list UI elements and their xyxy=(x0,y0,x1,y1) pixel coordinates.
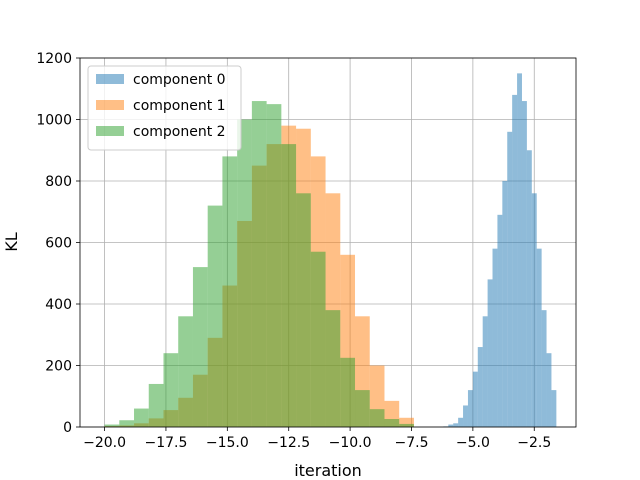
series-2-bars xyxy=(104,101,414,428)
histogram-bar xyxy=(399,423,414,427)
histogram-bar xyxy=(148,383,164,427)
histogram-bar xyxy=(526,150,532,427)
histogram-bar xyxy=(178,316,193,427)
histogram-bar xyxy=(207,205,223,427)
x-tick-label: −15.0 xyxy=(206,435,249,451)
histogram-bar xyxy=(467,390,473,427)
histogram-bar xyxy=(281,144,297,427)
legend: component 0 component 1 component 2 xyxy=(87,65,242,151)
series-0-bars xyxy=(443,73,557,428)
x-tick-label: −10.0 xyxy=(329,435,372,451)
histogram-bar xyxy=(492,248,498,427)
histogram-bar xyxy=(458,417,464,427)
histogram-bar xyxy=(296,193,311,427)
y-axis-label: KL xyxy=(2,232,21,251)
histogram-bar xyxy=(487,279,493,427)
x-axis: −20.0 −17.5 −15.0 −12.5 −10.0 −7.5 −5.0 −2.5 xyxy=(83,427,551,451)
histogram-bar xyxy=(536,248,542,427)
histogram-bar xyxy=(472,371,478,427)
histogram-bar xyxy=(222,156,238,427)
histogram-bar xyxy=(502,181,508,427)
legend-label: component 2 xyxy=(133,124,226,140)
histogram-bar xyxy=(399,417,414,427)
y-tick-label: 800 xyxy=(45,174,72,190)
histogram-bar xyxy=(497,214,503,427)
histogram-bar xyxy=(477,347,483,427)
x-axis-label: iteration xyxy=(294,461,362,480)
histogram-bar xyxy=(507,131,513,428)
legend-label: component 1 xyxy=(133,98,226,114)
histogram-bar xyxy=(134,408,149,427)
x-tick-label: −12.5 xyxy=(267,435,310,451)
histogram-bar xyxy=(448,424,454,427)
y-tick-label: 200 xyxy=(45,359,72,375)
x-tick-label: −20.0 xyxy=(83,435,126,451)
y-axis: 0 200 400 600 800 1000 1200 xyxy=(36,51,80,436)
histogram-bar xyxy=(266,104,282,427)
histogram-bar xyxy=(482,316,488,427)
legend-swatch xyxy=(96,74,124,84)
x-tick-label: −7.5 xyxy=(394,435,428,451)
y-tick-label: 1200 xyxy=(36,51,72,67)
histogram-bar xyxy=(192,267,208,427)
legend-box xyxy=(87,65,242,151)
y-tick-label: 0 xyxy=(63,420,72,436)
histogram-bar xyxy=(546,353,552,427)
histogram-bar xyxy=(325,310,341,427)
y-tick-label: 600 xyxy=(45,236,72,252)
histogram-bar xyxy=(163,353,179,427)
bars xyxy=(104,73,557,428)
x-tick-label: −17.5 xyxy=(144,435,187,451)
histogram-bar xyxy=(104,424,120,427)
histogram-bar xyxy=(512,94,518,428)
x-tick-label: −5.0 xyxy=(456,435,490,451)
x-tick-label: −2.5 xyxy=(517,435,551,451)
histogram-bar xyxy=(541,310,547,427)
histogram-bar xyxy=(355,390,370,427)
histogram-bar xyxy=(251,101,267,428)
legend-swatch xyxy=(96,126,124,136)
y-tick-label: 400 xyxy=(45,297,72,313)
histogram-bar xyxy=(521,101,527,428)
y-tick-label: 1000 xyxy=(36,113,72,129)
histogram-bar xyxy=(384,419,400,427)
legend-swatch xyxy=(96,100,124,110)
histogram-bar xyxy=(517,73,522,427)
histogram-bar xyxy=(310,251,326,427)
histogram-bar xyxy=(531,193,537,427)
histogram-bar xyxy=(237,119,252,427)
histogram-bar xyxy=(551,390,557,427)
histogram-bar xyxy=(463,405,468,427)
legend-label: component 0 xyxy=(133,72,226,88)
histogram-bar xyxy=(340,357,356,427)
histogram-bar xyxy=(119,420,135,427)
histogram-bar xyxy=(453,423,459,427)
histogram-bar xyxy=(369,409,385,427)
